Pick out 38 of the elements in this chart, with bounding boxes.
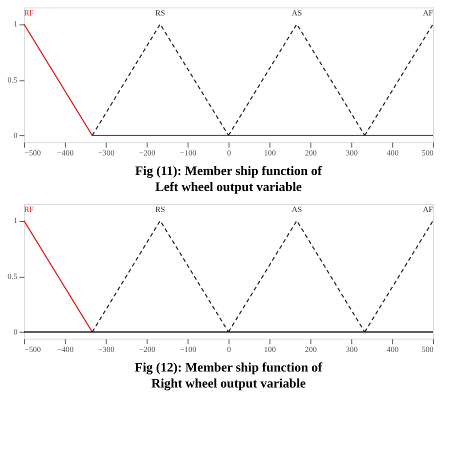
x-tick-label: 500 xyxy=(422,148,434,158)
annotation: RF xyxy=(24,8,34,18)
x-tick-label: −500 xyxy=(24,148,41,158)
x-tick-label: 300 xyxy=(346,148,358,158)
annotation: AS xyxy=(292,204,302,214)
x-tick-label: −100 xyxy=(180,345,196,354)
y-tick-label: 0.5 xyxy=(7,272,18,281)
y-tick-label: 0 xyxy=(13,130,18,140)
x-tick-label: 0 xyxy=(227,345,231,354)
x-tick-label: −200 xyxy=(138,148,156,158)
annotation: AF xyxy=(422,8,434,18)
y-tick-label: 0.5 xyxy=(7,75,18,84)
y-tick-label: 1 xyxy=(13,20,18,29)
annotation: RS xyxy=(155,8,166,18)
annotation: RS xyxy=(155,204,166,214)
y-tick-label: 1 xyxy=(13,216,18,226)
x-tick-label: −400 xyxy=(57,345,74,354)
text: Fig (12): Member ship function of Right wheel output variable xyxy=(134,360,323,391)
y-tick-label: 0 xyxy=(13,328,18,336)
annotation: AF xyxy=(422,204,434,214)
x-tick-label: −300 xyxy=(98,345,114,354)
x-tick-label: 100 xyxy=(264,148,276,158)
x-tick-label: 400 xyxy=(386,345,399,354)
x-tick-label: 0 xyxy=(227,148,231,158)
x-tick-label: 400 xyxy=(386,148,399,158)
annotation: RF xyxy=(24,204,34,214)
x-tick-label: 100 xyxy=(264,345,276,354)
x-tick-label: 500 xyxy=(422,345,434,354)
x-tick-label: −400 xyxy=(57,148,74,158)
x-tick-label: −100 xyxy=(180,148,196,158)
x-tick-label: −200 xyxy=(138,345,156,354)
annotation: AS xyxy=(292,8,302,18)
x-tick-label: −500 xyxy=(24,345,41,354)
x-tick-label: 200 xyxy=(304,148,317,158)
x-tick-label: −300 xyxy=(98,148,114,158)
x-tick-label: 200 xyxy=(304,345,317,354)
text: Fig (11): Member ship function of Left wheel output variable xyxy=(135,163,323,194)
x-tick-label: 300 xyxy=(346,345,358,354)
